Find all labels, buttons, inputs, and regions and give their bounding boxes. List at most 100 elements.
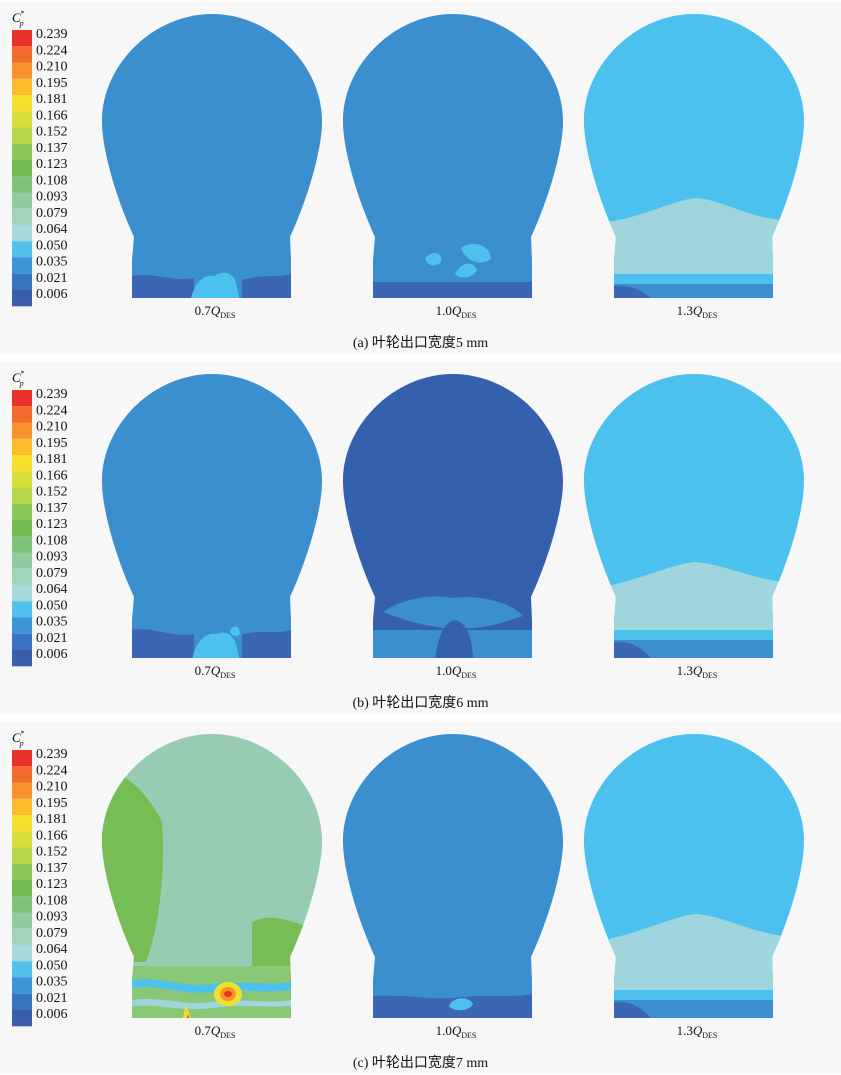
legend-swatch (12, 782, 32, 799)
legend-swatch (12, 30, 32, 47)
legend-swatch (12, 520, 32, 537)
legend-swatch (12, 95, 32, 112)
legend-label: 0.035 (36, 615, 68, 630)
panel-c: C* p 0.239 0.224 0.210 0.195 0.181 0.166 0.152 0… (0, 722, 841, 1074)
legend-swatch (12, 750, 32, 767)
legend-swatch (12, 1010, 32, 1027)
legend-label: 0.050 (36, 598, 68, 613)
legend-label: 0.093 (36, 550, 68, 565)
panel-c-figure: C* p 0.2390.2240.2100.1950.1810.1660.1520… (12, 729, 804, 1027)
legend-label: 0.166 (36, 828, 68, 843)
contour-b-1.0 (343, 374, 563, 658)
legend-label: 0.093 (36, 910, 68, 925)
legend-swatch (12, 160, 32, 177)
legend-label: 0.035 (36, 255, 68, 270)
legend-swatch (12, 62, 32, 79)
contour-c-1.0 (343, 734, 563, 1018)
legend-label: 0.079 (36, 566, 68, 581)
legend-label: 0.006 (36, 287, 68, 302)
caption-a: (a) 叶轮出口宽度5 mm (352, 336, 489, 351)
legend-label: 0.064 (36, 582, 68, 597)
legend-label: 0.210 (36, 60, 68, 75)
legend-label: 0.137 (36, 861, 68, 876)
legend-label: 0.021 (36, 271, 68, 286)
legend-label: 0.021 (36, 991, 68, 1006)
legend-swatch (12, 471, 32, 488)
legend-label: 0.210 (36, 780, 68, 795)
legend-label: 0.006 (36, 647, 68, 662)
contour-c-0.7 (102, 734, 322, 1018)
case-label-0.7: 0.7QDES (194, 303, 236, 320)
legend-label: 0.035 (36, 975, 68, 990)
legend-label: 0.166 (36, 108, 68, 123)
legend-label: 0.064 (36, 942, 68, 957)
legend-label: 0.079 (36, 206, 68, 221)
legend-swatch (12, 815, 32, 832)
legend-label: 0.108 (36, 173, 68, 188)
contour-a-1.3 (584, 14, 804, 298)
legend-label: 0.123 (36, 877, 68, 892)
panel-b-figure: C* p 0.2390.2240.2100.1950.1810.1660.1520… (12, 369, 804, 667)
legend-swatch (12, 863, 32, 881)
legend-swatch (12, 798, 32, 816)
legend-label: 0.137 (36, 501, 68, 516)
legend-swatch (12, 961, 32, 978)
legend-label: 0.079 (36, 926, 68, 941)
legend-swatch (12, 617, 32, 634)
legend-swatch (12, 422, 32, 439)
legend-swatch (12, 143, 32, 161)
contour-c-1.3 (584, 734, 804, 1018)
legend-swatch (12, 257, 32, 274)
legend-label: 0.152 (36, 125, 68, 140)
legend-swatch (12, 585, 32, 602)
legend-swatch (12, 192, 32, 209)
legend-label: 0.210 (36, 420, 68, 435)
legend-swatch (12, 78, 32, 96)
legend-swatch (12, 847, 32, 864)
legend: C* p 0.2390.2240.2100.1950.1810.1660.1520… (12, 369, 68, 667)
case-label-0.7: 0.7QDES (194, 663, 236, 680)
contour-b-1.3 (584, 374, 804, 658)
legend-swatches (12, 390, 32, 667)
legend-label: 0.224 (36, 763, 68, 778)
legend-swatch (12, 438, 32, 456)
legend-label: 0.064 (36, 222, 68, 237)
legend: C* p 0.2390.2240.2100.1950.1810.1660.1520… (12, 9, 68, 307)
case-label-1.3: 1.3QDES (676, 303, 718, 320)
legend-label: 0.181 (36, 452, 68, 467)
legend-swatch (12, 273, 32, 291)
legend-swatch (12, 536, 32, 553)
legend-swatch (12, 208, 32, 226)
legend-label: 0.239 (36, 747, 68, 762)
legend-swatch (12, 176, 32, 193)
case-label-1.3: 1.3QDES (676, 1023, 718, 1040)
legend-swatch (12, 552, 32, 569)
legend-symbol: C* p (12, 369, 25, 388)
legend-label: 0.239 (36, 387, 68, 402)
legend-swatch (12, 831, 32, 848)
legend-swatch (12, 633, 32, 651)
legend-swatches (12, 750, 32, 1027)
legend-label: 0.137 (36, 141, 68, 156)
legend-swatch (12, 111, 32, 128)
legend-swatch (12, 766, 32, 783)
case-label-1.0: 1.0QDES (435, 1023, 477, 1040)
panel-b: C* p 0.239 0.224 0.210 0.195 0.181 0.166 0.152 0… (0, 362, 841, 714)
legend-swatch (12, 290, 32, 307)
legend-swatch (12, 46, 32, 63)
legend-label: 0.181 (36, 92, 68, 107)
legend-label: 0.050 (36, 958, 68, 973)
legend-swatch (12, 880, 32, 897)
legend-label: 0.166 (36, 468, 68, 483)
contour-a-1.0 (343, 14, 563, 298)
legend-label: 0.239 (36, 27, 68, 42)
legend-swatch (12, 650, 32, 667)
legend-swatch (12, 487, 32, 504)
legend-label: 0.152 (36, 845, 68, 860)
legend-label: 0.123 (36, 157, 68, 172)
legend-swatch (12, 503, 32, 521)
legend-label: 0.108 (36, 533, 68, 548)
legend-symbol: C* p (12, 729, 25, 748)
legend: C* p 0.2390.2240.2100.1950.1810.1660.1520… (12, 729, 68, 1027)
